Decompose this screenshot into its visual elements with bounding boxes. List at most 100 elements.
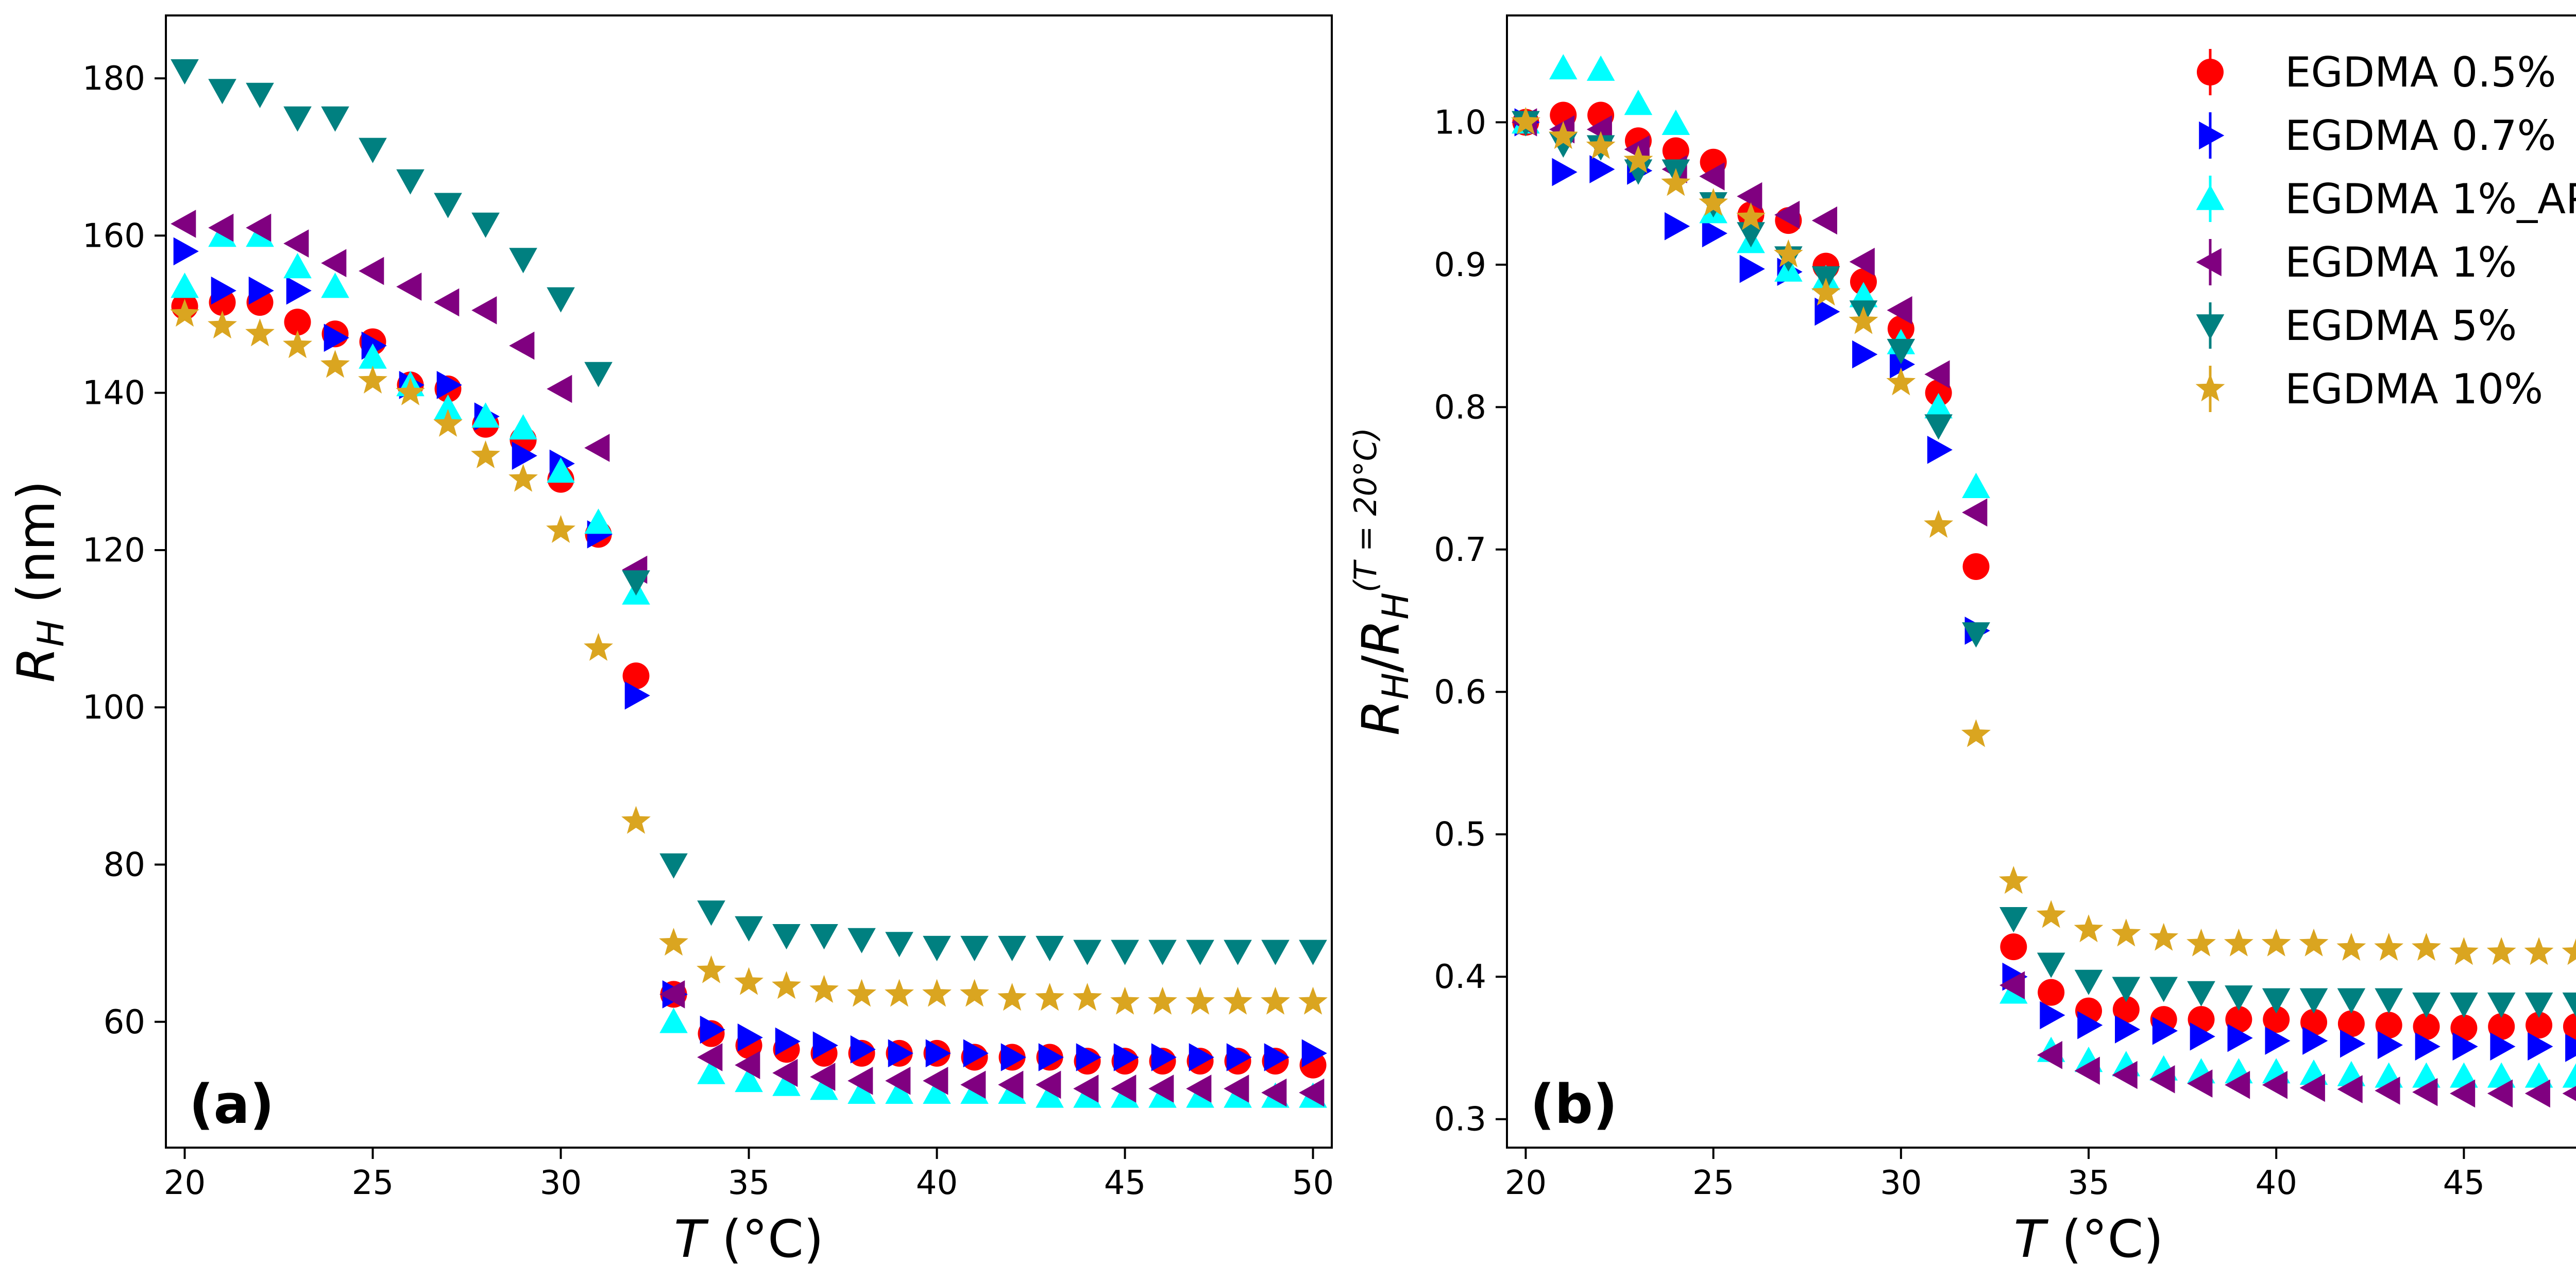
- data-point: [697, 900, 725, 926]
- data-point: [1962, 622, 1990, 648]
- legend-marker: [2196, 248, 2222, 277]
- x-tick-label: 35: [2067, 1164, 2109, 1202]
- y-tick-label: 120: [82, 532, 145, 570]
- data-point: [246, 82, 274, 108]
- data-point: [1264, 1043, 1290, 1071]
- data-point: [1999, 971, 2025, 1000]
- data-point: [208, 311, 237, 339]
- data-point: [923, 935, 951, 962]
- data-point: [1699, 188, 1728, 216]
- data-point: [1699, 162, 1725, 191]
- data-point: [1036, 935, 1064, 962]
- data-point: [735, 1051, 760, 1079]
- legend-label: EGDMA 5%: [2285, 302, 2517, 350]
- data-point: [396, 272, 422, 301]
- y-tick-label: 160: [82, 217, 145, 255]
- legend-label: EGDMA 1%_APS: [2285, 175, 2576, 223]
- data-point: [324, 323, 349, 352]
- data-point: [1852, 340, 1878, 369]
- data-point: [2524, 1062, 2553, 1088]
- y-tick-label: 0.5: [1434, 816, 1486, 854]
- data-point: [2337, 1075, 2363, 1103]
- data-point: [546, 515, 575, 543]
- data-point: [2225, 1071, 2250, 1099]
- x-tick-label: 20: [1505, 1164, 1547, 1202]
- data-point: [2490, 1032, 2516, 1061]
- data-point: [2225, 985, 2253, 1011]
- data-point: [283, 330, 312, 359]
- data-point: [2074, 914, 2104, 943]
- data-point: [1298, 986, 1328, 1015]
- x-tick-label: 50: [1292, 1164, 1334, 1202]
- data-point: [1299, 940, 1327, 965]
- data-point: [1739, 254, 1765, 283]
- panel-a: 20 25 30 35 40 45 50 60 80 100 120 140 160 180 T (°C) R…: [6, 14, 1334, 1269]
- y-tick-label: 60: [104, 1003, 145, 1042]
- data-point: [925, 1039, 951, 1068]
- data-point: [1073, 983, 1102, 1011]
- data-point: [960, 1070, 986, 1099]
- panel-label: (b): [1530, 1073, 1618, 1136]
- data-point: [960, 979, 989, 1007]
- legend-marker: [2196, 184, 2225, 210]
- data-point: [622, 662, 650, 690]
- series-egdma-0-7-: [173, 237, 1327, 1071]
- data-point: [963, 1039, 989, 1068]
- data-point: [171, 59, 199, 85]
- data-point: [772, 924, 801, 950]
- data-point: [922, 979, 952, 1007]
- data-point: [286, 276, 312, 305]
- data-point: [358, 365, 387, 394]
- data-point: [1224, 940, 1252, 965]
- data-point: [2375, 1077, 2400, 1105]
- panel-b: 202530354045500.30.40.50.60.70.80.91.0T …: [1348, 14, 2576, 1269]
- data-point: [1299, 1078, 1325, 1107]
- data-point: [584, 362, 613, 387]
- y-tick-label: 100: [82, 689, 145, 727]
- data-point: [1961, 719, 1991, 747]
- data-point: [321, 106, 349, 132]
- data-point: [850, 1035, 876, 1064]
- data-point: [320, 350, 350, 378]
- data-point: [1261, 940, 1290, 965]
- data-point: [509, 331, 535, 360]
- x-tick-label: 25: [352, 1164, 394, 1202]
- data-point: [1185, 986, 1215, 1015]
- data-point: [1661, 168, 1691, 196]
- data-point: [697, 1043, 723, 1071]
- data-point: [1886, 367, 1916, 396]
- data-point: [2337, 1010, 2365, 1037]
- data-point: [809, 975, 839, 1003]
- data-point: [1702, 219, 1727, 248]
- y-tick-label: 140: [82, 374, 145, 413]
- data-point: [2111, 918, 2141, 947]
- data-point: [2562, 1086, 2576, 1101]
- data-point: [1038, 1043, 1064, 1071]
- data-point: [1887, 315, 1914, 343]
- y-tick-label: 0.9: [1434, 246, 1486, 284]
- data-point: [547, 374, 572, 403]
- data-point: [1737, 182, 1762, 211]
- series-egdma-10-: [1511, 107, 2576, 965]
- data-point: [622, 570, 650, 596]
- data-point: [1148, 1074, 1174, 1103]
- y-tick-label: 0.6: [1434, 673, 1486, 711]
- data-point: [246, 213, 272, 242]
- data-point: [1890, 350, 1916, 379]
- data-point: [737, 1023, 763, 1052]
- data-point: [2262, 1071, 2287, 1099]
- legend-label: EGDMA 0.7%: [2285, 112, 2556, 160]
- data-point: [1224, 1074, 1249, 1103]
- data-point: [2524, 1079, 2550, 1108]
- data-point: [1076, 1043, 1101, 1071]
- data-point: [2562, 1063, 2576, 1088]
- data-point: [775, 1027, 801, 1056]
- data-point: [2524, 937, 2554, 965]
- data-point: [584, 508, 613, 534]
- data-point: [2077, 1011, 2103, 1039]
- data-point: [1073, 1074, 1099, 1103]
- data-point: [2449, 937, 2479, 965]
- data-point: [2187, 1069, 2213, 1098]
- data-point: [1151, 1043, 1177, 1071]
- y-axis-label: RH/RH(T = 20°C): [1348, 428, 1417, 736]
